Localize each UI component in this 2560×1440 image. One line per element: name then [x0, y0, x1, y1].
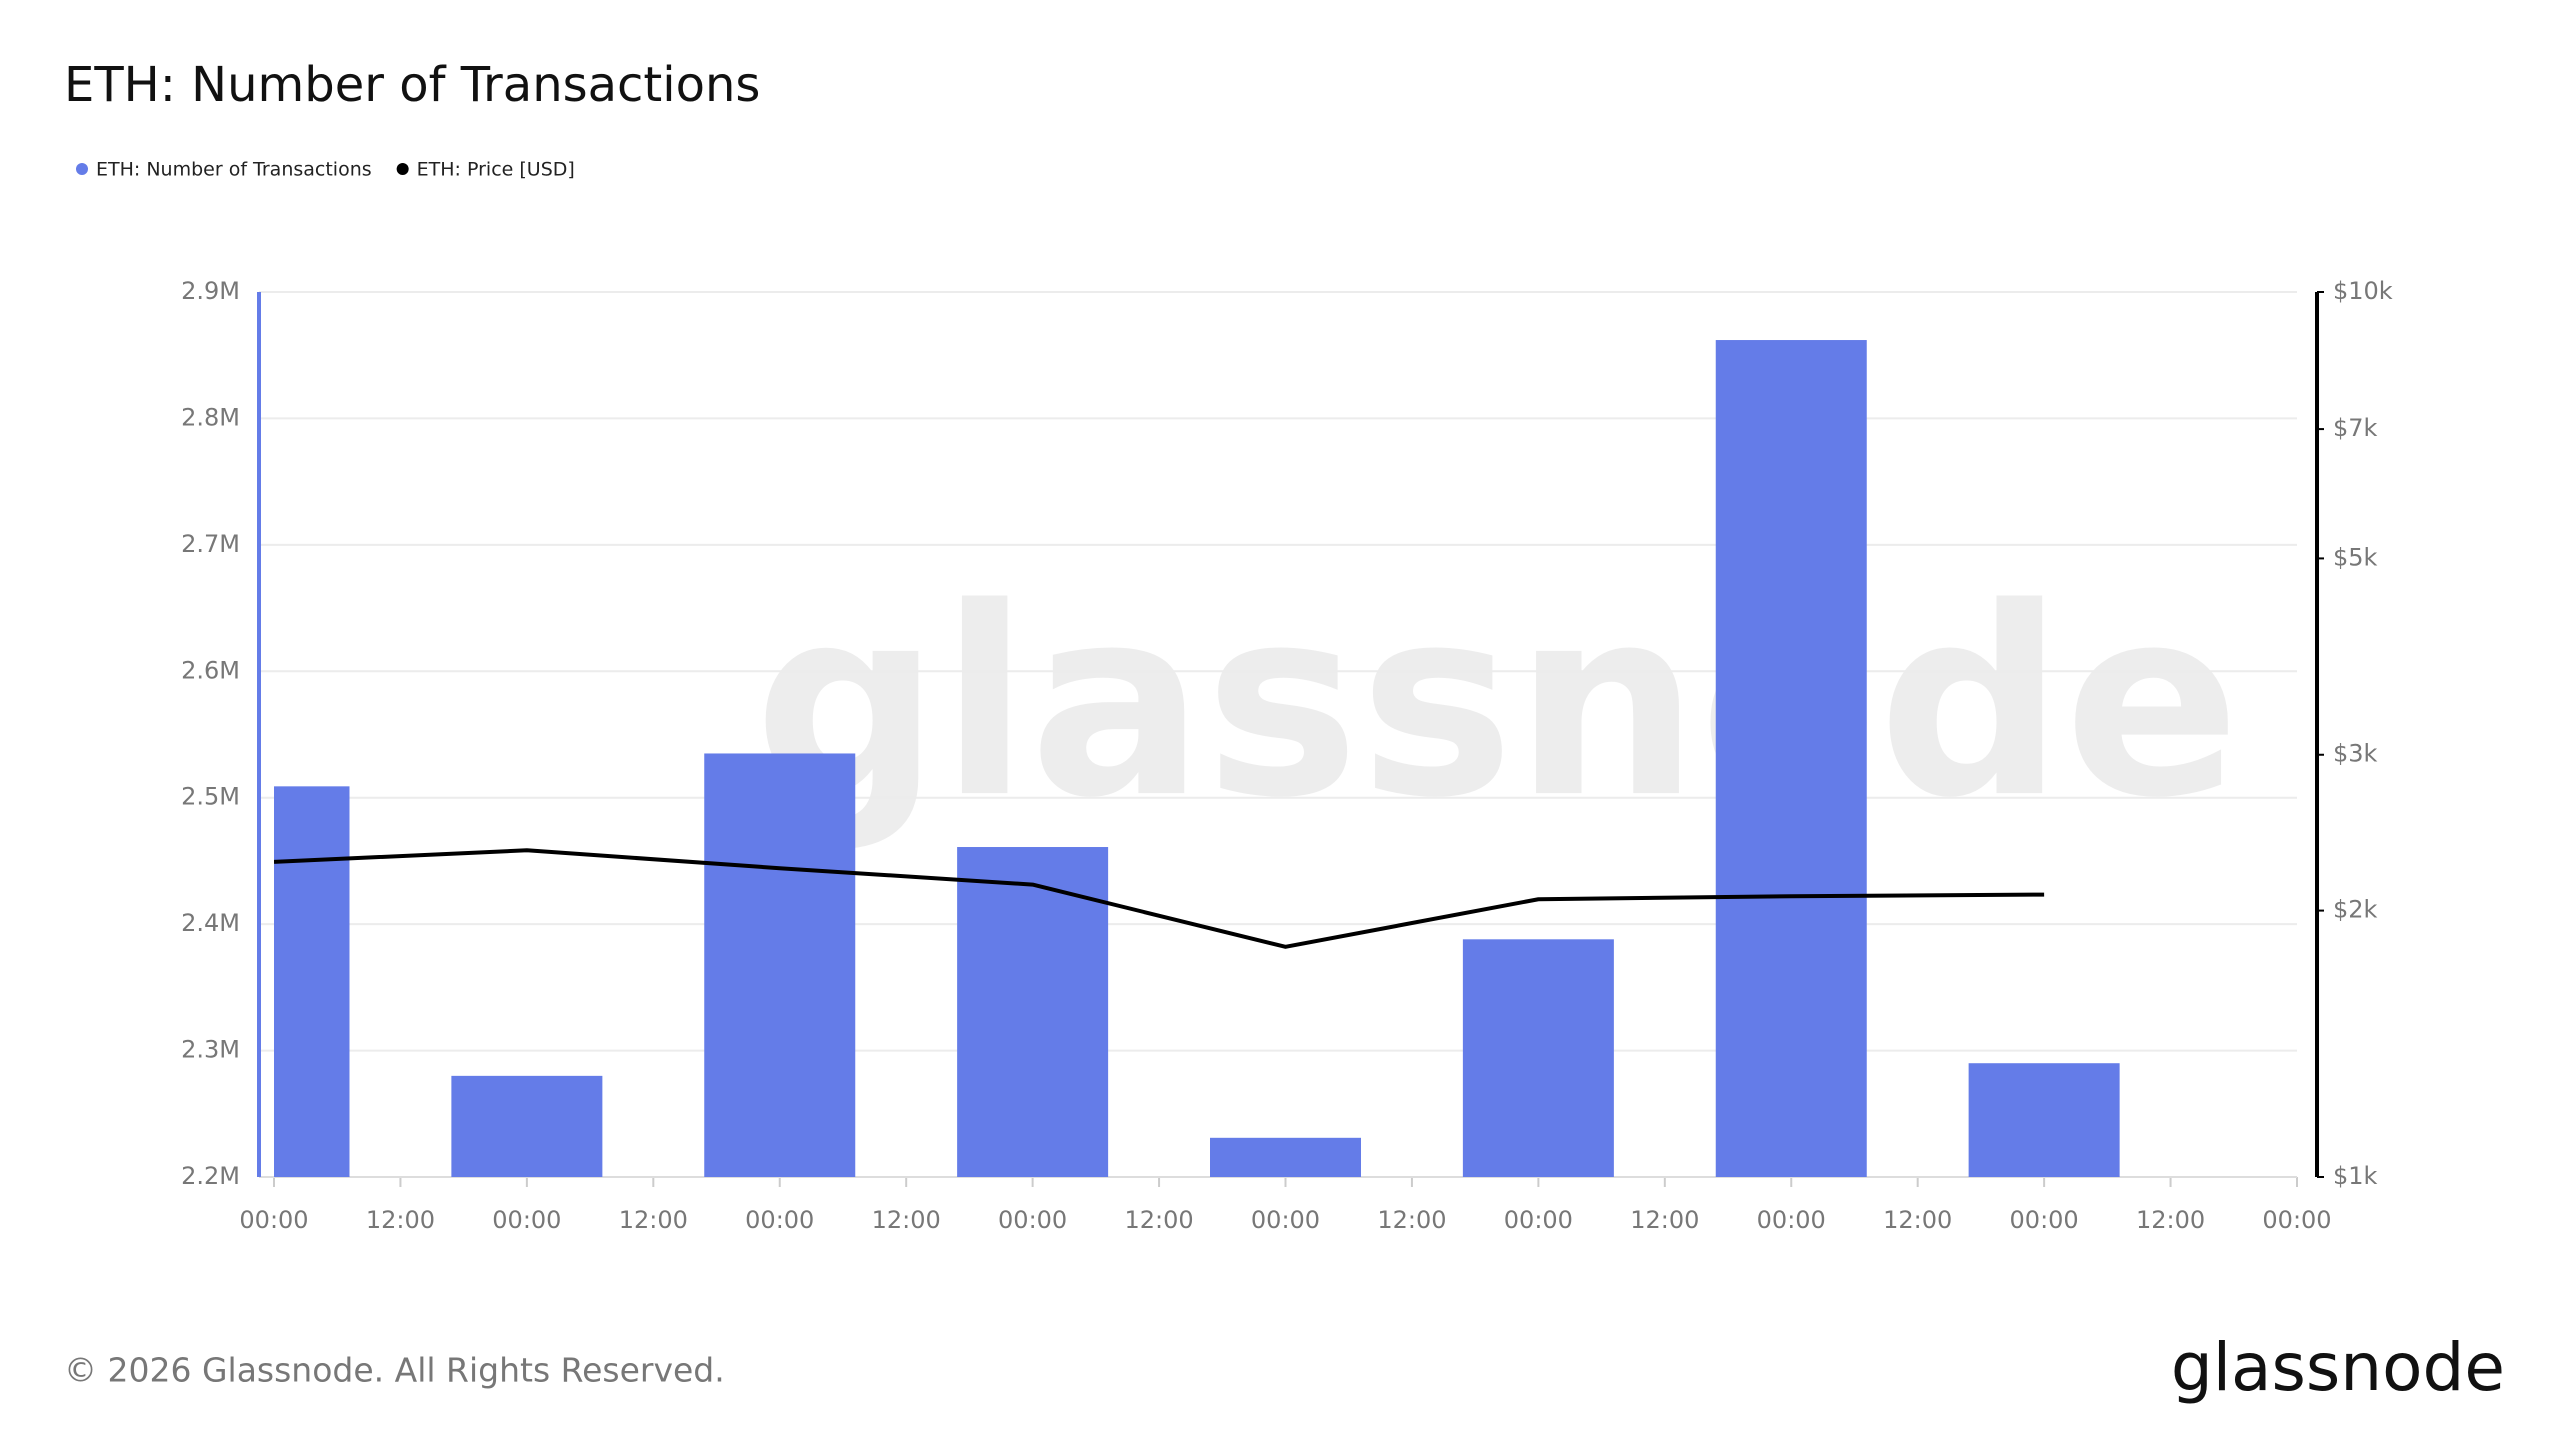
- x-tick-label: 00:00: [492, 1206, 561, 1234]
- legend-marker: [396, 163, 409, 175]
- y-tick-label: 2.7M: [181, 530, 240, 558]
- copyright: © 2026 Glassnode. All Rights Reserved.: [64, 1351, 725, 1390]
- x-tick-label: 12:00: [1883, 1206, 1952, 1234]
- x-tick-label: 12:00: [1377, 1206, 1446, 1234]
- legend: ETH: Number of Transactions ETH: Price [U…: [76, 159, 575, 181]
- y-tick-label: 2.2M: [181, 1162, 240, 1190]
- y2-tick-label: $3k: [2333, 740, 2378, 768]
- bar: [957, 847, 1109, 1177]
- legend-label: ETH: Number of Transactions: [96, 159, 372, 181]
- y-tick-label: 2.8M: [181, 403, 240, 431]
- x-tick-label: 12:00: [619, 1206, 688, 1234]
- x-tick-label: 00:00: [239, 1206, 308, 1234]
- x-tick-label: 00:00: [745, 1206, 814, 1234]
- bar: [1715, 340, 1867, 1177]
- y-tick-label: 2.4M: [181, 909, 240, 937]
- bar: [1968, 1063, 2120, 1177]
- bar: [1462, 939, 1614, 1177]
- y2-tick-label: $1k: [2333, 1162, 2378, 1190]
- chart-title: ETH: Number of Transactions: [64, 57, 760, 113]
- bar: [274, 786, 350, 1177]
- price-line: [274, 848, 2045, 949]
- legend-marker: [76, 163, 88, 175]
- bar: [451, 1075, 603, 1177]
- y2-tick-label: $10k: [2333, 277, 2393, 305]
- x-tick-label: 12:00: [872, 1206, 941, 1234]
- x-tick-label: 12:00: [1124, 1206, 1193, 1234]
- x-tick-label: 00:00: [1251, 1206, 1320, 1234]
- y2-tick-label: $7k: [2333, 414, 2378, 442]
- bar: [1210, 1137, 1361, 1177]
- logo: glassnode: [2171, 1329, 2505, 1406]
- y-tick-label: 2.3M: [181, 1036, 240, 1064]
- bar: [704, 753, 856, 1177]
- legend-label: ETH: Price [USD]: [417, 159, 575, 181]
- plot-area: [274, 340, 2120, 1177]
- x-tick-label: 00:00: [1757, 1206, 1826, 1234]
- y-tick-label: 2.5M: [181, 783, 240, 811]
- x-tick-label: 00:00: [2262, 1206, 2331, 1234]
- x-tick-label: 00:00: [998, 1206, 1067, 1234]
- x-tick-label: 00:00: [2010, 1206, 2079, 1234]
- y2-tick-label: $2k: [2333, 896, 2378, 924]
- y-tick-label: 2.6M: [181, 656, 240, 684]
- x-tick-label: 12:00: [2136, 1206, 2205, 1234]
- x-tick-label: 00:00: [1504, 1206, 1573, 1234]
- y-tick-label: 2.9M: [181, 277, 240, 305]
- x-tick-label: 12:00: [1630, 1206, 1699, 1234]
- watermark: glassnode: [754, 553, 2240, 855]
- x-tick-label: 12:00: [366, 1206, 435, 1234]
- y2-tick-label: $5k: [2333, 543, 2378, 571]
